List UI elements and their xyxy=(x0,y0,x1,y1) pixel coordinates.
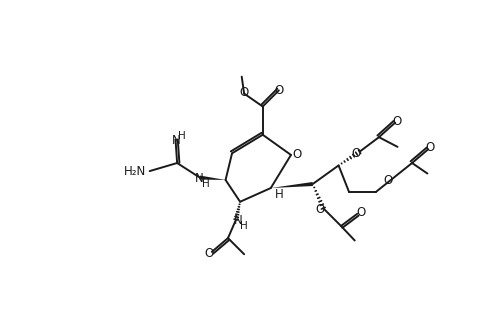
Text: O: O xyxy=(274,84,283,97)
Text: H: H xyxy=(178,131,186,141)
Text: O: O xyxy=(293,149,302,162)
Text: O: O xyxy=(383,174,392,187)
Text: N: N xyxy=(234,214,243,227)
Text: O: O xyxy=(205,247,214,260)
Text: O: O xyxy=(356,206,366,219)
Text: H: H xyxy=(274,188,283,201)
Text: O: O xyxy=(351,147,360,160)
Text: H₂N: H₂N xyxy=(124,165,146,177)
Text: O: O xyxy=(392,114,402,128)
Text: O: O xyxy=(240,86,249,99)
Text: H: H xyxy=(240,221,248,231)
Text: H: H xyxy=(202,179,209,189)
Text: N: N xyxy=(194,172,203,185)
Text: N: N xyxy=(172,134,180,147)
Text: O: O xyxy=(316,203,324,216)
Text: O: O xyxy=(425,141,434,154)
Polygon shape xyxy=(200,176,226,180)
Polygon shape xyxy=(271,182,313,188)
